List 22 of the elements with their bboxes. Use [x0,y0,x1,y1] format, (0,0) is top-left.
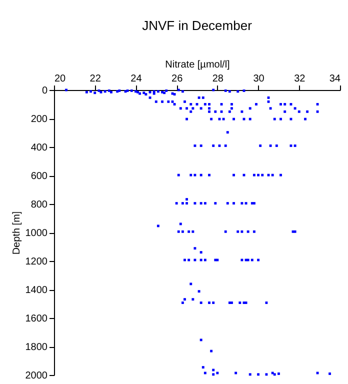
y-tick-label: 400 [30,142,48,154]
y-tick-label: 1200 [25,256,48,268]
y-tick-label: 1000 [25,228,48,239]
x-tick-label: 34 [329,74,341,84]
x-tick-label: 20 [54,74,66,84]
y-tick-label: 1800 [25,342,48,353]
x-tick-label: 22 [90,74,102,84]
y-tick-label: 1400 [25,285,48,296]
chart-title: JNVF in December [142,18,253,33]
y-tick-label: 800 [30,200,48,210]
x-axis-title: Nitrate [µmol/l] [165,60,230,70]
x-tick-label: 24 [130,74,142,84]
y-axis-title: Depth [m] [11,211,22,255]
x-tick-label: 32 [294,74,306,84]
y-tick-label: 1600 [25,314,48,324]
x-tick-label: 28 [212,74,224,84]
y-tick-label: 200 [30,114,48,125]
x-tick-label: 26 [172,74,184,84]
x-tick-label: 30 [253,74,265,84]
y-tick-label: 2000 [25,370,48,382]
y-tick-label: 0 [42,86,48,96]
y-tick-label: 600 [30,171,48,182]
